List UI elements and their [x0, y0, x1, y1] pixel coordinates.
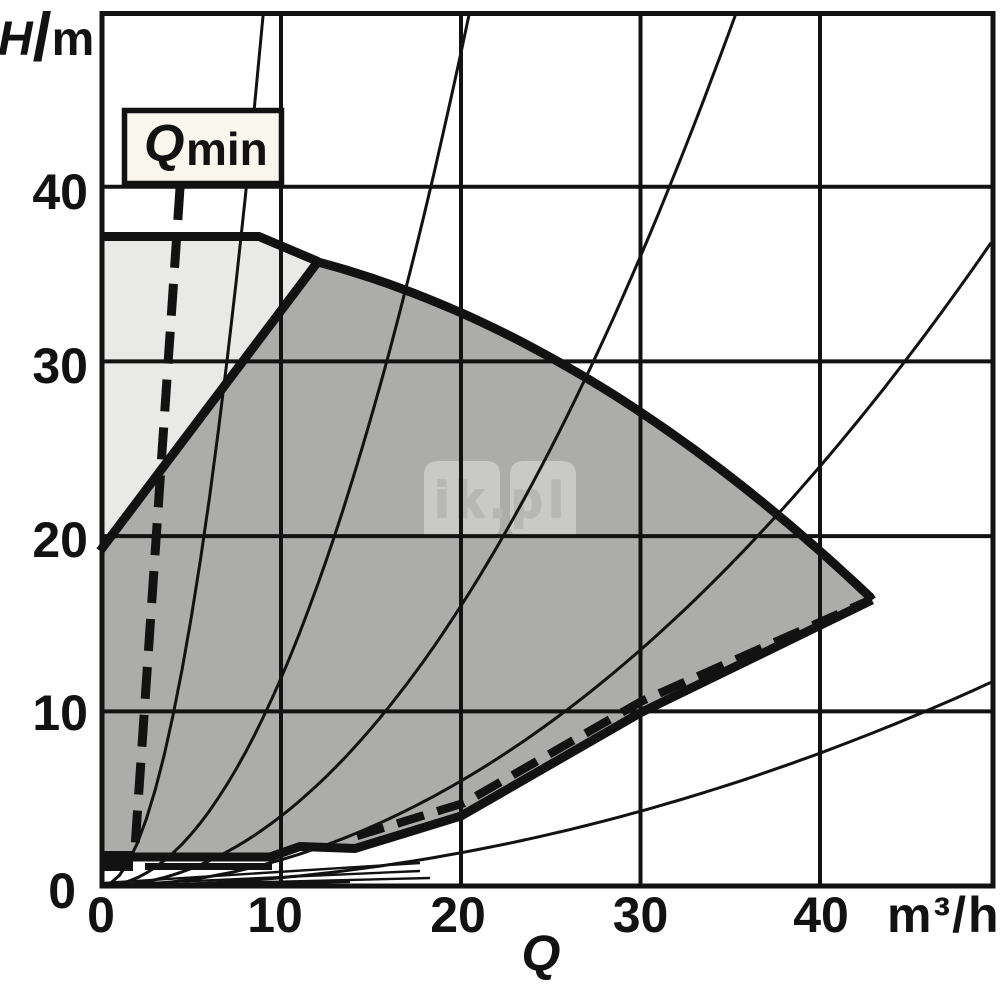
- svg-text:10: 10: [32, 685, 88, 741]
- svg-text:0: 0: [87, 887, 115, 943]
- svg-text:30: 30: [32, 338, 88, 394]
- svg-text:40: 40: [32, 164, 88, 220]
- svg-text:min: min: [186, 123, 268, 175]
- svg-text:40: 40: [793, 887, 849, 943]
- svg-text:ik.pl: ik.pl: [435, 472, 570, 528]
- svg-text:Q: Q: [144, 115, 184, 173]
- svg-text:m³/h: m³/h: [887, 887, 1000, 943]
- svg-text:20: 20: [430, 887, 486, 943]
- svg-text:H/m: H/m: [0, 0, 94, 75]
- svg-text:Q: Q: [522, 925, 561, 981]
- svg-text:0: 0: [48, 863, 76, 919]
- svg-text:20: 20: [32, 512, 88, 568]
- svg-text:10: 10: [247, 887, 303, 943]
- svg-text:30: 30: [613, 887, 669, 943]
